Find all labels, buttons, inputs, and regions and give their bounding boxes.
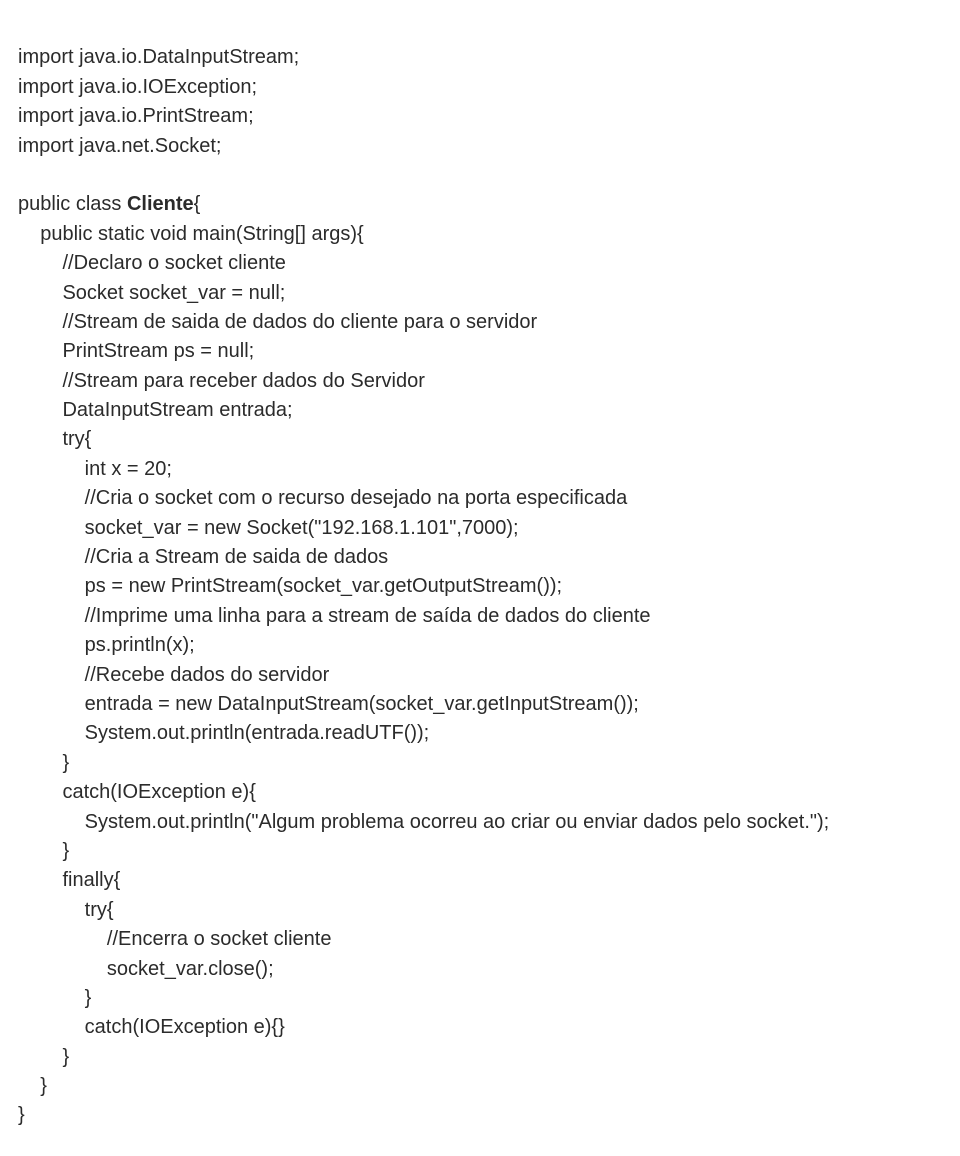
class-suffix: {	[194, 193, 201, 215]
code-line: socket_var.close();	[18, 958, 274, 980]
code-line: DataInputStream entrada;	[18, 399, 293, 421]
class-declaration: public class Cliente{	[18, 193, 200, 215]
class-name: Cliente	[127, 193, 194, 215]
import-line: import java.io.DataInputStream;	[18, 46, 299, 68]
code-line: }	[18, 1075, 47, 1097]
import-line: import java.io.IOException;	[18, 76, 257, 98]
code-line: finally{	[18, 869, 120, 891]
code-line: }	[18, 1046, 69, 1068]
import-line: import java.io.PrintStream;	[18, 105, 254, 127]
comment-line: //Cria o socket com o recurso desejado n…	[18, 487, 627, 509]
comment-line: //Imprime uma linha para a stream de saí…	[18, 605, 651, 627]
code-line: }	[18, 1104, 25, 1126]
code-block: import java.io.DataInputStream; import j…	[18, 14, 960, 1131]
code-line: entrada = new DataInputStream(socket_var…	[18, 693, 639, 715]
comment-line: //Stream de saida de dados do cliente pa…	[18, 311, 537, 333]
comment-line: //Declaro o socket cliente	[18, 252, 286, 274]
code-line: try{	[18, 428, 91, 450]
code-line: PrintStream ps = null;	[18, 340, 254, 362]
code-line: ps = new PrintStream(socket_var.getOutpu…	[18, 575, 562, 597]
code-line: int x = 20;	[18, 458, 172, 480]
code-line: catch(IOException e){}	[18, 1016, 285, 1038]
code-line: System.out.println("Algum problema ocorr…	[18, 811, 829, 833]
comment-line: //Stream para receber dados do Servidor	[18, 370, 425, 392]
code-line: try{	[18, 899, 114, 921]
code-line: Socket socket_var = null;	[18, 282, 285, 304]
code-line: }	[18, 987, 91, 1009]
code-line: }	[18, 840, 69, 862]
code-line: ps.println(x);	[18, 634, 195, 656]
comment-line: //Cria a Stream de saida de dados	[18, 546, 388, 568]
comment-line: //Encerra o socket cliente	[18, 928, 331, 950]
comment-line: //Recebe dados do servidor	[18, 664, 329, 686]
code-line: catch(IOException e){	[18, 781, 256, 803]
code-line: }	[18, 752, 69, 774]
code-line: System.out.println(entrada.readUTF());	[18, 722, 429, 744]
code-line: socket_var = new Socket("192.168.1.101",…	[18, 517, 519, 539]
class-prefix: public class	[18, 193, 127, 215]
import-line: import java.net.Socket;	[18, 135, 221, 157]
method-signature: public static void main(String[] args){	[18, 223, 364, 245]
